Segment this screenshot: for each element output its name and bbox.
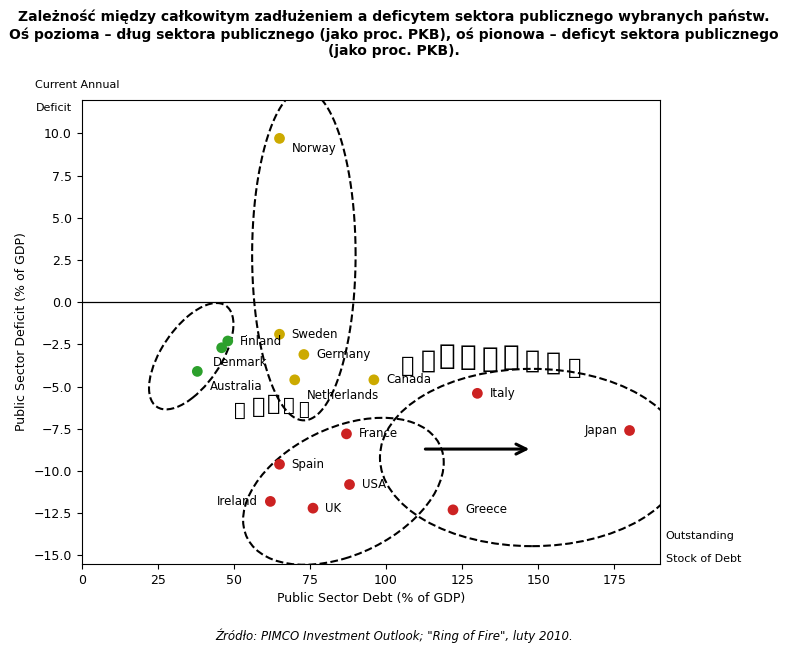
Text: UK: UK: [325, 502, 341, 515]
Point: [264, 496, 277, 506]
Text: Canada: Canada: [386, 373, 431, 386]
Text: 🔥: 🔥: [546, 351, 561, 375]
Text: France: France: [359, 428, 398, 441]
Text: Denmark: Denmark: [213, 357, 267, 370]
Point: [623, 425, 636, 435]
Text: 🔥: 🔥: [568, 358, 582, 378]
Text: Current Annual: Current Annual: [35, 80, 120, 90]
Point: [340, 429, 353, 439]
Text: Australia: Australia: [210, 380, 262, 393]
Text: 🔥: 🔥: [460, 344, 477, 371]
Text: 🔥: 🔥: [421, 349, 437, 373]
Text: 🔥: 🔥: [251, 397, 265, 417]
Text: 🔥: 🔥: [439, 342, 455, 370]
Text: Germany: Germany: [316, 348, 370, 361]
Point: [215, 342, 228, 353]
Point: [288, 375, 301, 385]
Text: Greece: Greece: [465, 503, 507, 516]
Y-axis label: Public Sector Deficit (% of GDP): Public Sector Deficit (% of GDP): [15, 233, 28, 431]
Text: Netherlands: Netherlands: [307, 388, 379, 402]
Text: USA: USA: [362, 478, 386, 491]
Text: Źródło: PIMCO Investment Outlook; "Ring of Fire", luty 2010.: Źródło: PIMCO Investment Outlook; "Ring …: [215, 629, 573, 643]
Text: Sweden: Sweden: [292, 328, 338, 340]
Point: [273, 133, 286, 143]
Point: [191, 366, 203, 377]
Text: 🔥: 🔥: [283, 396, 295, 415]
Text: Deficit: Deficit: [35, 103, 72, 114]
Point: [273, 459, 286, 470]
Text: 🔥: 🔥: [299, 401, 309, 419]
Text: 🔥: 🔥: [503, 344, 519, 371]
Text: Outstanding: Outstanding: [666, 530, 734, 541]
Text: 🔥: 🔥: [481, 345, 498, 373]
Text: Spain: Spain: [292, 458, 325, 471]
Text: Stock of Debt: Stock of Debt: [666, 554, 742, 564]
Text: Norway: Norway: [292, 142, 336, 155]
Point: [273, 329, 286, 339]
Text: 🔥: 🔥: [266, 393, 280, 413]
X-axis label: Public Sector Debt (% of GDP): Public Sector Debt (% of GDP): [277, 592, 465, 605]
Point: [367, 375, 380, 385]
Point: [307, 503, 319, 514]
Text: Ireland: Ireland: [217, 495, 258, 508]
Text: 🔥: 🔥: [525, 349, 540, 373]
Text: 🔥: 🔥: [400, 357, 414, 377]
Text: 🔥: 🔥: [234, 401, 246, 421]
Text: Finland: Finland: [240, 335, 282, 348]
Text: Oś pozioma – dług sektora publicznego (jako proc. PKB), oś pionowa – deficyt sek: Oś pozioma – dług sektora publicznego (j…: [9, 27, 779, 41]
Point: [298, 349, 310, 360]
Point: [221, 336, 234, 346]
Text: Japan: Japan: [585, 424, 617, 437]
Point: [344, 479, 356, 490]
Text: Italy: Italy: [489, 387, 515, 400]
Text: (jako proc. PKB).: (jako proc. PKB).: [328, 44, 460, 58]
Text: Zależność między całkowitym zadłużeniem a deficytem sektora publicznego wybranyc: Zależność między całkowitym zadłużeniem …: [18, 10, 770, 24]
Point: [447, 505, 459, 515]
Point: [471, 388, 484, 399]
